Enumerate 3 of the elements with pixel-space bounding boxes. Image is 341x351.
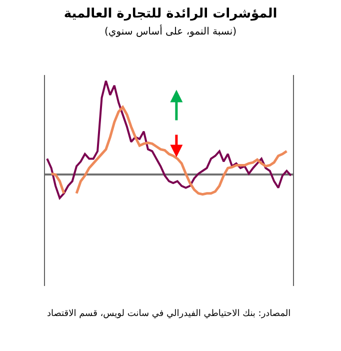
text: المصادر: بنك الاحتياطي الفيدرالي في سانت لويس، قسم الاقتصاد	[47, 309, 291, 319]
chart-subtitle: (نسبة النمو، على أساس سنوي)	[104, 24, 237, 38]
chart-title: المؤشرات الرائدة للتجارة العالمية	[64, 6, 278, 22]
